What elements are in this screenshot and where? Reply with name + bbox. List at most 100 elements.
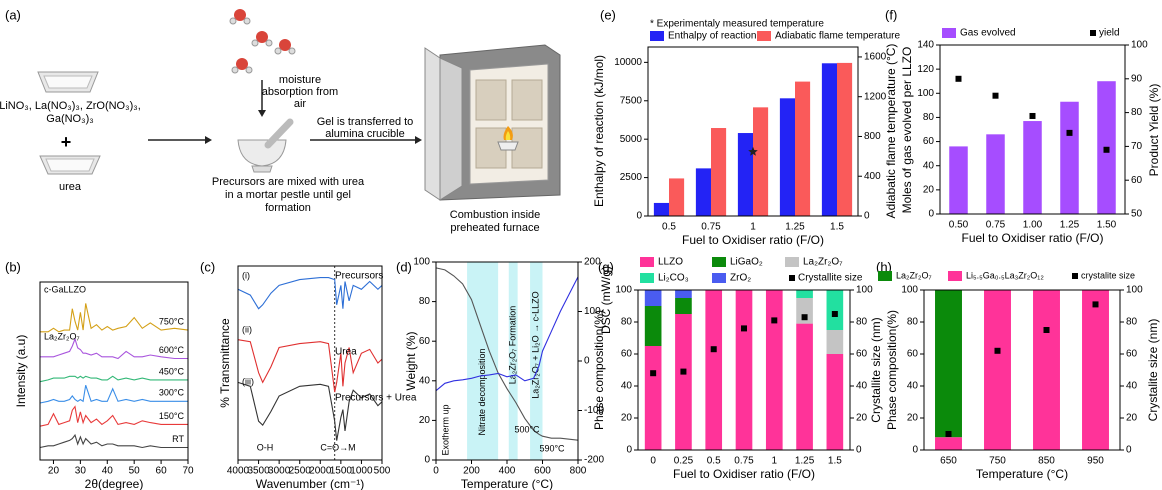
series-label: 150°C bbox=[159, 411, 185, 421]
y-tick-label: 100 bbox=[413, 257, 430, 268]
bar bbox=[644, 306, 662, 346]
y-axis-title: Phase composition(%) bbox=[592, 310, 606, 430]
bar bbox=[705, 290, 723, 450]
y2-tick-label: -100 bbox=[584, 405, 604, 416]
bar bbox=[1060, 101, 1079, 214]
y-tick-label: 40 bbox=[907, 381, 919, 392]
x-tick-label: 50 bbox=[129, 466, 141, 477]
y2-axis-title: Crystalite size (nm) bbox=[1146, 319, 1160, 422]
y2-tick-label: 60 bbox=[1131, 175, 1143, 186]
y-axis-title: Moles of gas evolved per LLZO bbox=[900, 47, 914, 214]
annotation: C=O→M bbox=[320, 442, 355, 452]
precursor-text: LiNO₃, La(NO₃)₃, ZrO(NO₃)₃, bbox=[0, 100, 141, 112]
transfer-text: alumina crucible bbox=[325, 128, 404, 140]
y2-tick-label: 80 bbox=[1126, 317, 1138, 328]
y2-tick-label: 60 bbox=[1126, 349, 1138, 360]
annotation: (ii) bbox=[242, 324, 252, 334]
bar bbox=[935, 437, 962, 450]
x-tick-label: 1.25 bbox=[785, 222, 805, 233]
y2-tick-label: 200 bbox=[584, 257, 601, 268]
marker bbox=[801, 314, 808, 321]
y-tick-label: 100 bbox=[917, 88, 934, 99]
furnace-text: preheated furnace bbox=[450, 222, 539, 234]
x-tick-label: 800 bbox=[570, 466, 587, 477]
legend-label: Enthalpy of reaction bbox=[668, 31, 756, 42]
y-tick-label: 40 bbox=[419, 375, 431, 386]
plot-frame bbox=[637, 289, 851, 451]
y2-axis-title: Product Yield (%) bbox=[1147, 84, 1161, 177]
marker bbox=[1092, 301, 1099, 308]
marker bbox=[710, 346, 717, 353]
line bbox=[237, 339, 383, 393]
x-axis-title: Wavenumber (cm⁻¹) bbox=[256, 477, 365, 490]
x-tick-label: 1.00 bbox=[1023, 220, 1043, 231]
x-tick-label: 0.5 bbox=[707, 456, 721, 467]
precursor-text: Ga(NO₃)₃ bbox=[46, 113, 93, 125]
x-axis-title: Fuel to Oxidiser ratio (F/O) bbox=[961, 231, 1103, 245]
x-tick-label: 0.75 bbox=[701, 222, 721, 233]
line bbox=[237, 277, 383, 310]
legend-swatch bbox=[942, 28, 956, 38]
line bbox=[435, 276, 579, 392]
line bbox=[40, 337, 188, 360]
marker bbox=[771, 317, 778, 324]
legend-label: ZrO₂ bbox=[730, 273, 751, 284]
y2-tick-label: 100 bbox=[1131, 40, 1148, 51]
annotation: Exotherm up bbox=[440, 404, 450, 455]
y2-tick-label: 20 bbox=[1126, 413, 1138, 424]
y2-tick-label: 0 bbox=[1126, 445, 1132, 456]
panel-label: (b) bbox=[5, 259, 21, 274]
x-axis-title: Fuel to Oxidiser ratio (F/O) bbox=[682, 233, 824, 247]
y-tick-label: 100 bbox=[901, 285, 918, 296]
x-tick-label: 500 bbox=[374, 466, 391, 477]
y-tick-label: 80 bbox=[907, 317, 919, 328]
x-tick-label: 1.5 bbox=[828, 456, 842, 467]
y-tick-label: 5000 bbox=[620, 134, 643, 145]
y-tick-label: 0 bbox=[626, 445, 632, 456]
bar bbox=[669, 178, 685, 216]
line bbox=[39, 433, 188, 449]
legend-swatch bbox=[948, 271, 962, 281]
bar bbox=[826, 330, 844, 354]
bar bbox=[837, 62, 853, 216]
y2-tick-label: 60 bbox=[856, 349, 868, 360]
urea-text: urea bbox=[59, 181, 82, 193]
x-axis-title: Temperature (°C) bbox=[976, 467, 1068, 481]
y2-tick-label: 800 bbox=[864, 131, 881, 142]
arrow-head bbox=[205, 136, 212, 144]
y-tick-label: 20 bbox=[907, 413, 919, 424]
y2-tick-label: 0 bbox=[584, 356, 590, 367]
panel-label: (h) bbox=[876, 259, 892, 274]
legend-label: Gas evolved bbox=[960, 28, 1016, 39]
x-tick-label: 1.50 bbox=[1097, 220, 1117, 231]
bar bbox=[675, 290, 692, 298]
x-tick-label: 200 bbox=[463, 466, 480, 477]
series-label: RT bbox=[172, 434, 184, 444]
series-label: 600°C bbox=[159, 345, 185, 355]
x-axis-title: 2θ(degree) bbox=[85, 477, 144, 490]
legend-marker bbox=[1072, 273, 1078, 279]
region-label: La₂Zr₂O₇ + Li₂O → c-LLZO bbox=[531, 291, 541, 398]
legend-label: * Experimentaly measured temperature bbox=[650, 19, 824, 30]
x-tick-label: 950 bbox=[1087, 456, 1104, 467]
y2-tick-label: 100 bbox=[856, 285, 873, 296]
marker bbox=[1043, 327, 1050, 333]
line bbox=[39, 405, 188, 427]
x-tick-label: 2000 bbox=[309, 466, 332, 477]
bar bbox=[795, 81, 811, 216]
legend-swatch bbox=[712, 273, 726, 283]
marker bbox=[748, 146, 758, 156]
plot-frame bbox=[923, 289, 1121, 451]
x-tick-label: 0.50 bbox=[949, 220, 969, 231]
x-tick-label: 0.5 bbox=[662, 222, 676, 233]
y2-tick-label: -200 bbox=[584, 455, 604, 466]
series-label: 750°C bbox=[159, 316, 185, 326]
bar bbox=[735, 290, 753, 450]
x-tick-label: 20 bbox=[48, 466, 60, 477]
x-tick-label: 0 bbox=[433, 466, 439, 477]
moisture-text: absorption from bbox=[262, 86, 338, 98]
bar bbox=[1033, 290, 1060, 450]
annotation: La₂Zr₂O₇ bbox=[44, 331, 80, 341]
water-molecules bbox=[229, 9, 296, 74]
bar bbox=[644, 290, 662, 306]
